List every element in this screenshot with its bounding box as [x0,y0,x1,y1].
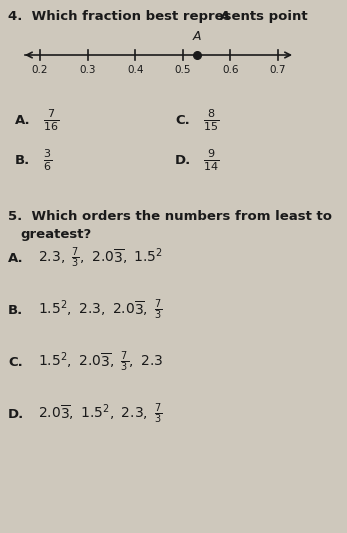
Text: B.: B. [8,303,23,317]
Text: A.: A. [8,252,24,264]
Text: B.: B. [15,154,30,166]
Text: $\frac{3}{6}$: $\frac{3}{6}$ [43,147,52,173]
Text: $1.5^2,\ 2.0\overline{3},\ \frac{7}{3},\ 2.3$: $1.5^2,\ 2.0\overline{3},\ \frac{7}{3},\… [38,350,163,374]
Text: $\frac{9}{14}$: $\frac{9}{14}$ [203,147,219,173]
Text: $\frac{8}{15}$: $\frac{8}{15}$ [203,107,219,133]
Text: 0.6: 0.6 [222,65,239,75]
Text: A: A [193,30,201,43]
Text: C.: C. [8,356,23,368]
Text: 0.2: 0.2 [32,65,48,75]
Text: $2.0\overline{3},\ 1.5^2,\ 2.3,\ \frac{7}{3}$: $2.0\overline{3},\ 1.5^2,\ 2.3,\ \frac{7… [38,402,163,426]
Text: 0.5: 0.5 [175,65,191,75]
Text: greatest?: greatest? [20,228,91,241]
Text: 0.7: 0.7 [270,65,286,75]
Text: $1.5^2,\ 2.3,\ 2.0\overline{3},\ \frac{7}{3}$: $1.5^2,\ 2.3,\ 2.0\overline{3},\ \frac{7… [38,298,163,322]
Text: 0.4: 0.4 [127,65,143,75]
Text: $2.3,\ \frac{7}{3},\ 2.0\overline{3},\ 1.5^2$: $2.3,\ \frac{7}{3},\ 2.0\overline{3},\ 1… [38,246,163,270]
Text: C.: C. [175,114,190,126]
Text: $\frac{7}{16}$: $\frac{7}{16}$ [43,107,59,133]
Text: A: A [220,10,230,23]
Text: 4.  Which fraction best represents point: 4. Which fraction best represents point [8,10,312,23]
Text: 0.3: 0.3 [79,65,96,75]
Text: D.: D. [175,154,191,166]
Text: A.: A. [15,114,31,126]
Text: 5.  Which orders the numbers from least to: 5. Which orders the numbers from least t… [8,210,332,223]
Text: D.: D. [8,408,24,421]
